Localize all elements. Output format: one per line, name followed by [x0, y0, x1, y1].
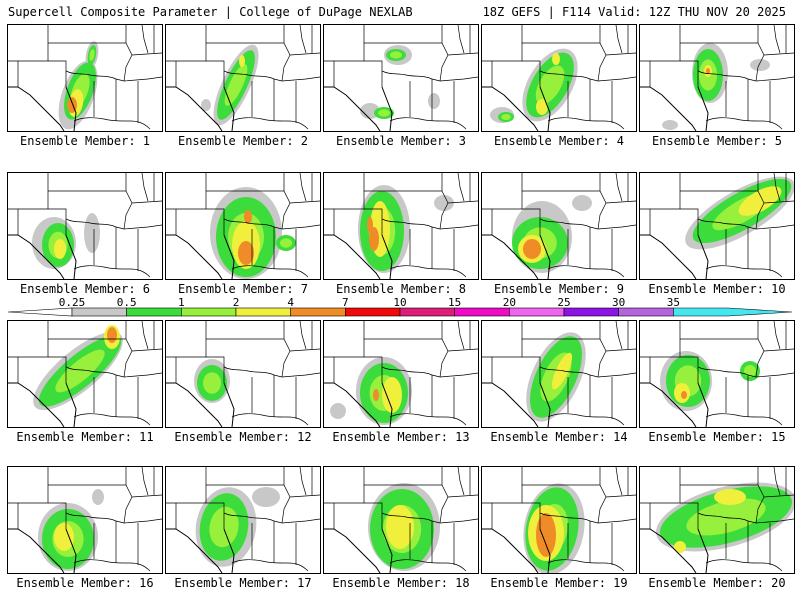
scp-map — [640, 173, 794, 279]
scp-map — [324, 321, 478, 427]
scp-map — [166, 173, 320, 279]
color-scale-legend: 0.25 0.5 1 2 4 7 10 15 20 25 30 35 — [0, 296, 800, 320]
colorbar-swatch — [673, 307, 793, 317]
member-label: Ensemble Member: 9 — [493, 282, 625, 296]
colorbar-swatch — [126, 307, 182, 317]
member-label: Ensemble Member: 4 — [493, 134, 625, 148]
ensemble-member-map — [165, 172, 321, 280]
ensemble-member-map — [639, 24, 795, 132]
member-label: Ensemble Member: 10 — [648, 282, 786, 296]
colorbar-swatch — [71, 307, 127, 317]
ensemble-member-map — [481, 172, 637, 280]
colorbar-tick-label: 0.5 — [117, 296, 137, 309]
ensemble-member-map — [639, 466, 795, 574]
ensemble-member-map — [165, 466, 321, 574]
ensemble-member-map — [639, 172, 795, 280]
member-label: Ensemble Member: 7 — [177, 282, 309, 296]
scp-map — [324, 467, 478, 573]
colorbar-tick-label: 20 — [503, 296, 516, 309]
colorbar-swatch — [181, 307, 237, 317]
ensemble-member-map — [323, 320, 479, 428]
colorbar-tick-label: 10 — [393, 296, 406, 309]
scp-map — [482, 467, 636, 573]
colorbar-tick-label: 4 — [287, 296, 294, 309]
scp-map — [166, 467, 320, 573]
scp-map — [640, 321, 794, 427]
scp-map — [8, 173, 162, 279]
member-label: Ensemble Member: 14 — [490, 430, 628, 444]
member-label: Ensemble Member: 5 — [651, 134, 783, 148]
member-label: Ensemble Member: 15 — [648, 430, 786, 444]
scp-map — [640, 25, 794, 131]
scp-map — [482, 25, 636, 131]
scp-map — [166, 25, 320, 131]
colorbar-swatch — [563, 307, 619, 317]
scp-map — [8, 321, 162, 427]
ensemble-member-map — [165, 320, 321, 428]
map-title: Supercell Composite Parameter | College … — [8, 5, 413, 19]
member-label: Ensemble Member: 1 — [19, 134, 151, 148]
member-label: Ensemble Member: 6 — [19, 282, 151, 296]
ensemble-member-map — [639, 320, 795, 428]
member-label: Ensemble Member: 8 — [335, 282, 467, 296]
member-label: Ensemble Member: 13 — [332, 430, 470, 444]
colorbar-tick-label: 25 — [557, 296, 570, 309]
ensemble-member-map — [323, 172, 479, 280]
ensemble-member-map — [323, 24, 479, 132]
member-label: Ensemble Member: 20 — [648, 576, 786, 590]
member-label: Ensemble Member: 11 — [16, 430, 154, 444]
scp-map — [482, 173, 636, 279]
ensemble-member-map — [481, 320, 637, 428]
member-label: Ensemble Member: 18 — [332, 576, 470, 590]
scp-map — [640, 467, 794, 573]
colorbar-swatch — [345, 307, 401, 317]
scp-map — [8, 25, 162, 131]
colorbar-tick-label: 30 — [612, 296, 625, 309]
ensemble-member-map — [165, 24, 321, 132]
colorbar-tick-label: 35 — [667, 296, 680, 309]
scp-map — [482, 321, 636, 427]
member-label: Ensemble Member: 3 — [335, 134, 467, 148]
member-label: Ensemble Member: 19 — [490, 576, 628, 590]
model-valid-time: 18Z GEFS | F114 Valid: 12Z THU NOV 20 20… — [482, 5, 786, 19]
colorbar-tick-label: 0.25 — [59, 296, 86, 309]
ensemble-member-map — [481, 24, 637, 132]
colorbar-swatch — [399, 307, 455, 317]
scp-map — [324, 25, 478, 131]
scp-map — [166, 321, 320, 427]
ensemble-member-map — [323, 466, 479, 574]
scp-map — [8, 467, 162, 573]
colorbar-swatch — [454, 307, 510, 317]
colorbar-tick-label: 2 — [233, 296, 240, 309]
colorbar-tick-label: 7 — [342, 296, 349, 309]
member-label: Ensemble Member: 2 — [177, 134, 309, 148]
colorbar-swatch — [235, 307, 291, 317]
member-label: Ensemble Member: 17 — [174, 576, 312, 590]
scp-map — [324, 173, 478, 279]
colorbar-swatch — [618, 307, 674, 317]
colorbar-swatch — [509, 307, 565, 317]
ensemble-member-map — [7, 172, 163, 280]
colorbar-tick-label: 1 — [178, 296, 185, 309]
member-label: Ensemble Member: 12 — [174, 430, 312, 444]
member-label: Ensemble Member: 16 — [16, 576, 154, 590]
colorbar-left-arrow — [7, 307, 73, 317]
ensemble-member-map — [7, 320, 163, 428]
ensemble-member-map — [481, 466, 637, 574]
colorbar-tick-label: 15 — [448, 296, 461, 309]
ensemble-member-map — [7, 24, 163, 132]
ensemble-member-map — [7, 466, 163, 574]
colorbar-swatch — [290, 307, 346, 317]
